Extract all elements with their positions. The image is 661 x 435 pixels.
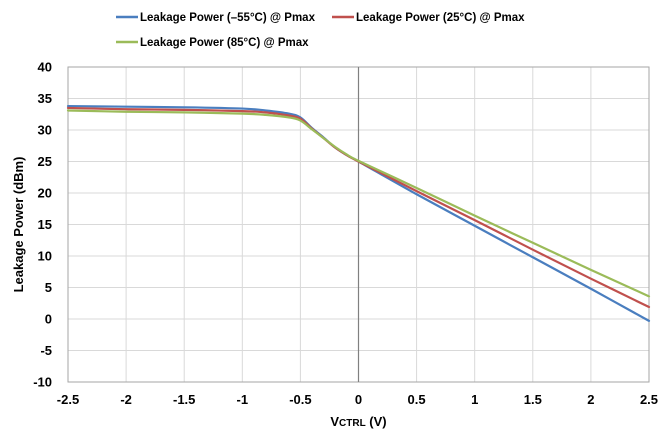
y-tick-label: 0 [45, 312, 52, 327]
x-tick-label: 1 [471, 392, 478, 407]
legend-label-1: Leakage Power (–55°C) @ Pmax [140, 12, 316, 24]
y-axis-title: Leakage Power (dBm) [11, 157, 26, 293]
x-tick-labels: -2.5 -2 -1.5 -1 -0.5 0 0.5 1 1.5 2 2.5 [57, 392, 658, 407]
y-tick-label: 20 [38, 186, 52, 201]
y-tick-label: 10 [38, 249, 52, 264]
legend-label-3: Leakage Power (85°C) @ Pmax [140, 37, 309, 49]
y-tick-label: 40 [38, 60, 52, 75]
y-tick-label: 15 [38, 217, 52, 232]
x-tick-label: 1.5 [524, 392, 542, 407]
x-tick-label: 2 [587, 392, 594, 407]
legend: Leakage Power (–55°C) @ Pmax Leakage Powe… [116, 12, 525, 49]
x-tick-label: -1.5 [173, 392, 195, 407]
x-tick-label: 0 [355, 392, 362, 407]
x-tick-label: -0.5 [289, 392, 311, 407]
y-tick-label: 5 [45, 280, 52, 295]
legend-label-2: Leakage Power (25°C) @ Pmax [356, 12, 525, 24]
series-line-3 [66, 109, 651, 298]
x-tick-label: 2.5 [640, 392, 658, 407]
plot-area [67, 66, 650, 383]
x-tick-label: -2 [120, 392, 132, 407]
x-tick-label: -1 [237, 392, 249, 407]
y-tick-label: -10 [33, 375, 52, 390]
y-tick-label: -5 [40, 343, 52, 358]
y-tick-labels: -10 -5 0 5 10 15 20 25 30 35 40 [33, 60, 52, 390]
series-lines [66, 104, 651, 322]
y-tick-label: 25 [38, 154, 52, 169]
x-axis-title-sub: CTRL [339, 418, 366, 429]
x-tick-label: 0.5 [408, 392, 426, 407]
x-axis-title-unit: (V) [366, 414, 387, 429]
y-tick-label: 35 [38, 91, 52, 106]
y-tick-label: 30 [38, 123, 52, 138]
x-tick-label: -2.5 [57, 392, 79, 407]
x-axis-title: VCTRL (V) [330, 414, 386, 429]
x-axis-title-main: V [330, 414, 339, 429]
